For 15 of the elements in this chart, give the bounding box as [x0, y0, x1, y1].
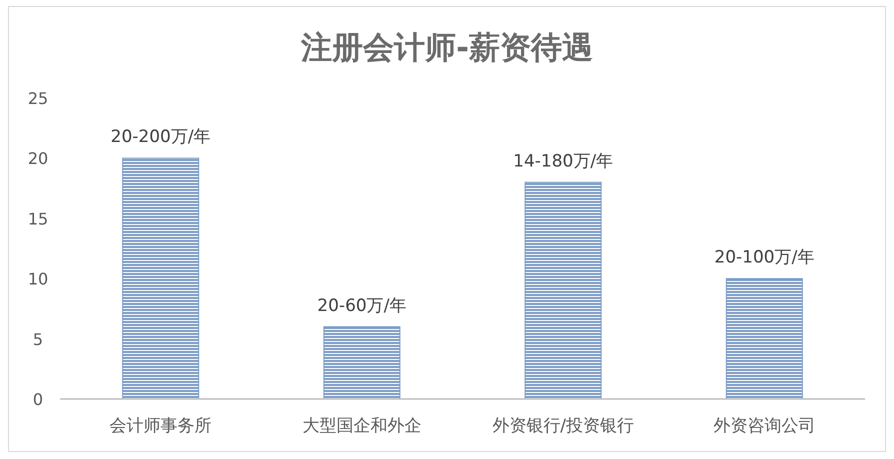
data-label: 20-60万/年 [317, 296, 406, 316]
x-tick-label: 会计师事务所 [110, 416, 212, 436]
x-tick-label: 大型国企和外企 [302, 416, 422, 436]
y-tick-label: 15 [28, 209, 48, 228]
y-tick-label: 0 [32, 390, 44, 409]
data-label: 14-180万/年 [513, 151, 614, 172]
y-tick-label: 20 [28, 149, 48, 168]
y-tick-label: 5 [32, 330, 44, 349]
y-tick-label: 10 [28, 270, 48, 289]
data-label: 20-100万/年 [714, 248, 814, 268]
chart-title: 注册会计师-薪资待遇 [300, 30, 593, 66]
data-label: 20-200万/年 [110, 127, 211, 148]
y-tick-label: 25 [28, 89, 48, 108]
x-tick-label: 外资咨询公司 [713, 416, 816, 436]
x-tick-label: 外资银行/投资银行 [492, 416, 634, 436]
